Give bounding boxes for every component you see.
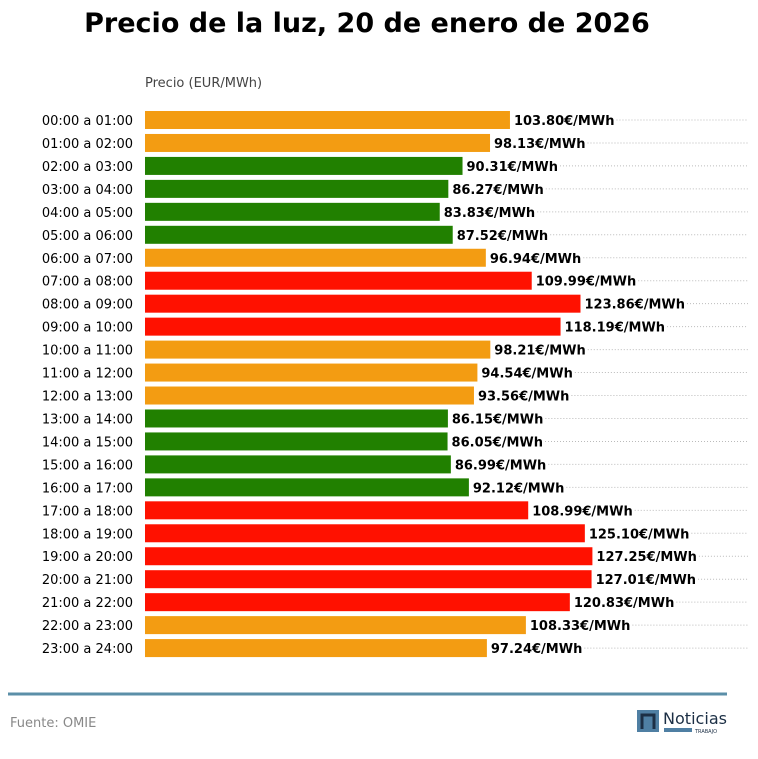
category-label: 10:00 a 11:00 — [42, 344, 133, 359]
category-label: 06:00 a 07:00 — [42, 252, 133, 267]
category-label: 16:00 a 17:00 — [42, 481, 133, 496]
bar — [145, 386, 474, 405]
bar — [145, 547, 593, 566]
bar — [145, 593, 570, 612]
bar — [145, 156, 463, 175]
bar — [145, 294, 581, 313]
source-label: Fuente: OMIE — [10, 716, 96, 731]
bar — [145, 570, 592, 589]
category-label: 23:00 a 24:00 — [42, 642, 133, 657]
category-label: 21:00 a 22:00 — [42, 596, 133, 611]
bar — [145, 478, 469, 497]
category-label: 11:00 a 12:00 — [42, 367, 133, 382]
category-label: 03:00 a 04:00 — [42, 183, 133, 198]
category-label: 04:00 a 05:00 — [42, 206, 133, 221]
bar — [145, 179, 449, 198]
noticias-trabajo-logo: Noticias TRABAJO — [637, 709, 727, 735]
bar — [145, 616, 526, 635]
axis-label: Precio (EUR/MWh) — [145, 76, 262, 91]
category-label: 17:00 a 18:00 — [42, 504, 133, 519]
value-label: 127.01€/MWh — [596, 573, 697, 588]
value-label: 90.31€/MWh — [467, 160, 558, 175]
value-label: 118.19€/MWh — [565, 321, 666, 336]
category-label: 00:00 a 01:00 — [42, 114, 133, 129]
category-label: 09:00 a 10:00 — [42, 321, 133, 336]
category-label: 14:00 a 15:00 — [42, 435, 133, 450]
bar — [145, 340, 491, 359]
category-label: 22:00 a 23:00 — [42, 619, 133, 634]
bar — [145, 317, 561, 336]
bar — [145, 501, 529, 520]
logo-subtext: TRABAJO — [694, 729, 717, 735]
value-label: 86.15€/MWh — [452, 412, 543, 427]
bar — [145, 248, 486, 267]
value-label: 123.86€/MWh — [584, 298, 685, 313]
category-label: 08:00 a 09:00 — [42, 298, 133, 313]
logo-text: Noticias — [663, 709, 727, 728]
category-label: 07:00 a 08:00 — [42, 275, 133, 290]
value-label: 86.99€/MWh — [455, 458, 546, 473]
category-label: 19:00 a 20:00 — [42, 550, 133, 565]
bar — [145, 111, 510, 129]
bar — [145, 363, 478, 382]
value-label: 108.33€/MWh — [530, 619, 631, 634]
value-label: 97.24€/MWh — [491, 642, 582, 657]
value-label: 96.94€/MWh — [490, 252, 581, 267]
value-label: 98.13€/MWh — [494, 137, 585, 152]
bar — [145, 202, 440, 221]
bar — [145, 133, 491, 152]
bar — [145, 409, 448, 428]
bar — [145, 432, 448, 451]
value-label: 103.80€/MWh — [514, 114, 615, 129]
value-label: 83.83€/MWh — [444, 206, 535, 221]
value-label: 86.27€/MWh — [452, 183, 543, 198]
value-label: 125.10€/MWh — [589, 527, 690, 542]
value-label: 94.54€/MWh — [481, 367, 572, 382]
value-label: 87.52€/MWh — [457, 229, 548, 244]
bar — [145, 455, 451, 474]
category-label: 15:00 a 16:00 — [42, 458, 133, 473]
value-label: 109.99€/MWh — [536, 275, 637, 290]
category-label: 12:00 a 13:00 — [42, 390, 133, 405]
category-label: 01:00 a 02:00 — [42, 137, 133, 152]
category-label: 02:00 a 03:00 — [42, 160, 133, 175]
bar — [145, 225, 453, 244]
category-label: 13:00 a 14:00 — [42, 412, 133, 427]
category-label: 18:00 a 19:00 — [42, 527, 133, 542]
category-label: 20:00 a 21:00 — [42, 573, 133, 588]
value-label: 86.05€/MWh — [452, 435, 543, 450]
bar — [145, 524, 585, 543]
value-label: 92.12€/MWh — [473, 481, 564, 496]
bar — [145, 271, 532, 290]
chart-title: Precio de la luz, 20 de enero de 2026 — [84, 8, 650, 39]
value-label: 93.56€/MWh — [478, 390, 569, 405]
value-label: 127.25€/MWh — [596, 550, 697, 565]
bar — [145, 639, 487, 658]
value-label: 98.21€/MWh — [494, 344, 585, 359]
value-label: 120.83€/MWh — [574, 596, 675, 611]
value-label: 108.99€/MWh — [532, 504, 633, 519]
category-label: 05:00 a 06:00 — [42, 229, 133, 244]
